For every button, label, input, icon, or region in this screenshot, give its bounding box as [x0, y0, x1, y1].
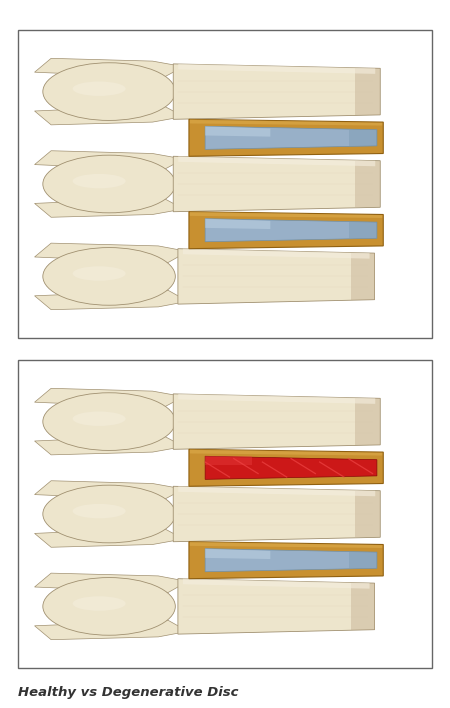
Ellipse shape [72, 596, 126, 611]
Polygon shape [205, 549, 270, 559]
Ellipse shape [72, 411, 126, 426]
Polygon shape [205, 456, 252, 465]
Polygon shape [35, 435, 184, 455]
Polygon shape [35, 481, 184, 500]
Polygon shape [183, 249, 369, 258]
Polygon shape [351, 253, 374, 299]
Ellipse shape [43, 578, 176, 635]
Ellipse shape [72, 81, 126, 96]
Polygon shape [178, 394, 375, 404]
Polygon shape [35, 620, 188, 639]
Polygon shape [178, 249, 374, 304]
FancyBboxPatch shape [18, 30, 432, 338]
Ellipse shape [43, 63, 176, 120]
Ellipse shape [72, 504, 126, 518]
Polygon shape [356, 161, 380, 207]
Polygon shape [205, 126, 270, 137]
Polygon shape [178, 156, 375, 166]
Polygon shape [356, 491, 380, 537]
Polygon shape [356, 68, 380, 115]
Polygon shape [349, 130, 377, 146]
Polygon shape [205, 126, 377, 149]
Polygon shape [173, 394, 380, 450]
Polygon shape [189, 120, 383, 156]
Polygon shape [349, 222, 377, 239]
Ellipse shape [72, 174, 126, 188]
Polygon shape [35, 528, 184, 547]
Ellipse shape [43, 155, 176, 213]
Polygon shape [189, 542, 383, 578]
Polygon shape [178, 64, 375, 74]
Polygon shape [351, 583, 374, 629]
Text: Healthy vs Degenerative Disc: Healthy vs Degenerative Disc [18, 686, 239, 699]
Ellipse shape [72, 266, 126, 281]
Polygon shape [190, 120, 382, 125]
Polygon shape [349, 552, 377, 569]
Polygon shape [173, 486, 380, 542]
Polygon shape [205, 456, 377, 479]
Polygon shape [205, 549, 377, 572]
Polygon shape [183, 578, 369, 588]
Polygon shape [35, 151, 184, 170]
Ellipse shape [43, 485, 176, 543]
Polygon shape [35, 573, 188, 593]
Polygon shape [190, 542, 382, 548]
Polygon shape [205, 219, 270, 229]
Polygon shape [35, 388, 184, 408]
Polygon shape [190, 450, 382, 455]
Polygon shape [178, 486, 375, 496]
Polygon shape [35, 243, 188, 263]
Polygon shape [189, 212, 383, 249]
Polygon shape [35, 58, 184, 78]
Polygon shape [173, 156, 380, 212]
Polygon shape [190, 212, 382, 218]
Polygon shape [205, 219, 377, 241]
Polygon shape [356, 399, 380, 445]
Polygon shape [35, 290, 188, 309]
FancyBboxPatch shape [18, 360, 432, 668]
Ellipse shape [43, 393, 176, 450]
Polygon shape [35, 198, 184, 217]
Ellipse shape [43, 248, 176, 305]
Polygon shape [189, 450, 383, 486]
Polygon shape [35, 105, 184, 125]
Polygon shape [173, 64, 380, 120]
Polygon shape [178, 578, 374, 634]
